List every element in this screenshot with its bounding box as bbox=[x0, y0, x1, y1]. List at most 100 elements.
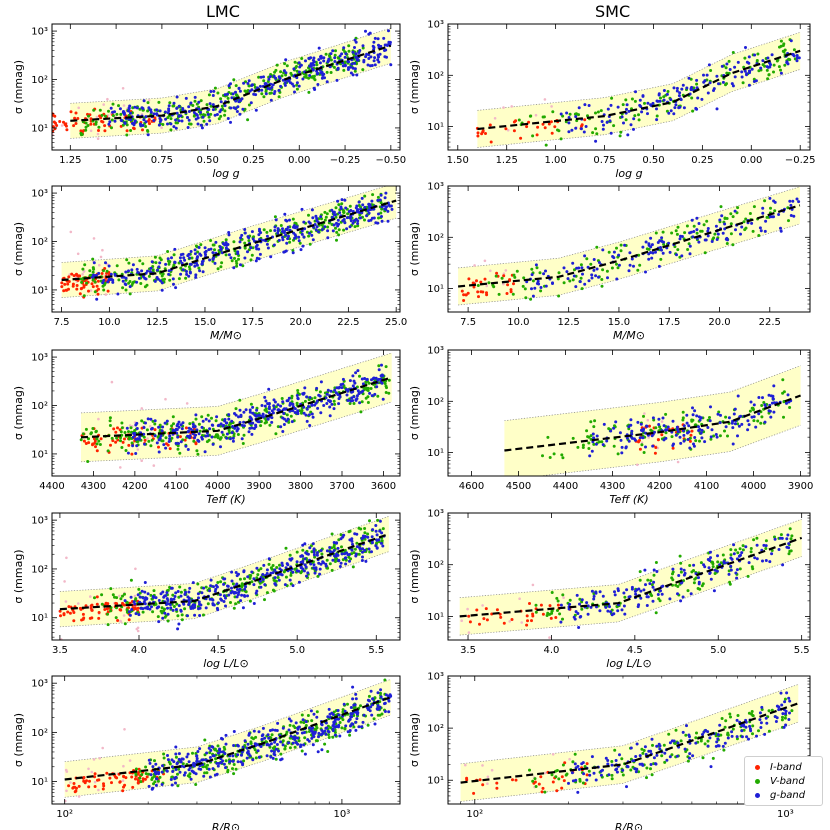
point-V-band bbox=[200, 415, 204, 419]
point-g-band bbox=[138, 600, 142, 604]
point-g-band bbox=[371, 44, 375, 48]
point-V-band bbox=[695, 82, 699, 86]
point-g-band bbox=[137, 276, 141, 280]
point-g-band bbox=[164, 262, 168, 266]
point-g-band bbox=[677, 94, 681, 98]
point-V-band bbox=[767, 73, 771, 77]
point-g-band bbox=[340, 198, 344, 202]
point-g-band bbox=[246, 594, 249, 598]
point-g-band bbox=[166, 606, 169, 610]
point-g-band bbox=[187, 426, 191, 430]
x-axis-label: M/M⊙ bbox=[210, 329, 242, 342]
point-V-band bbox=[342, 68, 346, 72]
point-g-band bbox=[196, 592, 200, 596]
point-g-band bbox=[265, 234, 269, 238]
point-g-band bbox=[764, 219, 768, 223]
point-faint bbox=[128, 424, 132, 427]
point-g-band bbox=[377, 538, 381, 542]
x-tick-label: 4.5 bbox=[210, 645, 226, 656]
point-g-band bbox=[728, 68, 732, 71]
point-g-band bbox=[226, 117, 230, 120]
point-g-band bbox=[113, 119, 117, 123]
point-g-band bbox=[346, 398, 350, 402]
point-g-band bbox=[605, 120, 609, 124]
point-V-band bbox=[288, 553, 292, 557]
point-V-band bbox=[324, 52, 328, 56]
point-V-band bbox=[523, 287, 527, 291]
point-g-band bbox=[583, 282, 587, 286]
point-g-band bbox=[284, 71, 288, 75]
point-g-band bbox=[238, 408, 242, 412]
point-g-band bbox=[377, 43, 380, 47]
point-V-band bbox=[587, 447, 591, 450]
point-g-band bbox=[372, 216, 376, 220]
point-g-band bbox=[333, 56, 337, 60]
point-V-band bbox=[147, 439, 151, 443]
point-V-band bbox=[688, 436, 692, 440]
point-g-band bbox=[170, 256, 173, 260]
point-V-band bbox=[120, 446, 124, 449]
point-g-band bbox=[271, 83, 275, 87]
point-faint bbox=[89, 289, 93, 292]
point-g-band bbox=[368, 31, 372, 35]
point-g-band bbox=[243, 587, 247, 591]
point-g-band bbox=[143, 598, 147, 602]
point-V-band bbox=[556, 609, 559, 612]
point-g-band bbox=[597, 261, 601, 264]
point-V-band bbox=[205, 103, 209, 107]
point-g-band bbox=[172, 282, 175, 286]
point-g-band bbox=[281, 564, 284, 567]
point-g-band bbox=[364, 29, 367, 33]
point-g-band bbox=[326, 388, 330, 392]
point-V-band bbox=[757, 234, 761, 237]
point-g-band bbox=[331, 229, 335, 233]
point-g-band bbox=[699, 431, 703, 435]
point-g-band bbox=[219, 247, 223, 251]
point-V-band bbox=[589, 434, 593, 438]
point-g-band bbox=[542, 272, 546, 276]
point-V-band bbox=[711, 565, 715, 569]
point-g-band bbox=[267, 402, 271, 405]
point-g-band bbox=[199, 253, 203, 257]
x-tick-label: 4100 bbox=[694, 481, 719, 492]
point-V-band bbox=[363, 194, 367, 198]
point-g-band bbox=[366, 535, 370, 539]
point-g-band bbox=[208, 427, 212, 431]
point-I-band bbox=[467, 277, 471, 281]
point-g-band bbox=[242, 424, 246, 428]
point-V-band bbox=[738, 547, 742, 551]
point-g-band bbox=[656, 593, 660, 596]
point-g-band bbox=[740, 551, 744, 555]
point-I-band bbox=[548, 604, 552, 608]
point-V-band bbox=[749, 547, 753, 550]
point-g-band bbox=[179, 440, 183, 444]
point-g-band bbox=[186, 448, 190, 451]
point-g-band bbox=[365, 52, 369, 56]
point-V-band bbox=[636, 268, 640, 272]
point-g-band bbox=[180, 119, 184, 123]
point-g-band bbox=[305, 574, 308, 578]
point-g-band bbox=[92, 261, 96, 265]
x-axis-label: log g bbox=[615, 167, 642, 180]
point-g-band bbox=[385, 55, 388, 59]
point-V-band bbox=[790, 534, 794, 538]
point-g-band bbox=[668, 250, 672, 254]
point-g-band bbox=[340, 52, 344, 56]
point-g-band bbox=[361, 389, 365, 393]
point-g-band bbox=[265, 572, 269, 575]
point-g-band bbox=[747, 423, 751, 427]
point-g-band bbox=[739, 232, 742, 236]
point-g-band bbox=[747, 83, 751, 87]
x-tick-label: −0.25 bbox=[330, 155, 361, 166]
point-V-band bbox=[760, 404, 764, 407]
point-g-band bbox=[612, 250, 616, 254]
point-g-band bbox=[605, 439, 609, 443]
point-V-band bbox=[579, 263, 583, 267]
point-g-band bbox=[387, 29, 390, 33]
point-V-band bbox=[120, 426, 124, 430]
point-g-band bbox=[273, 576, 277, 580]
point-V-band bbox=[93, 280, 97, 284]
point-g-band bbox=[102, 278, 106, 282]
point-V-band bbox=[176, 447, 180, 451]
